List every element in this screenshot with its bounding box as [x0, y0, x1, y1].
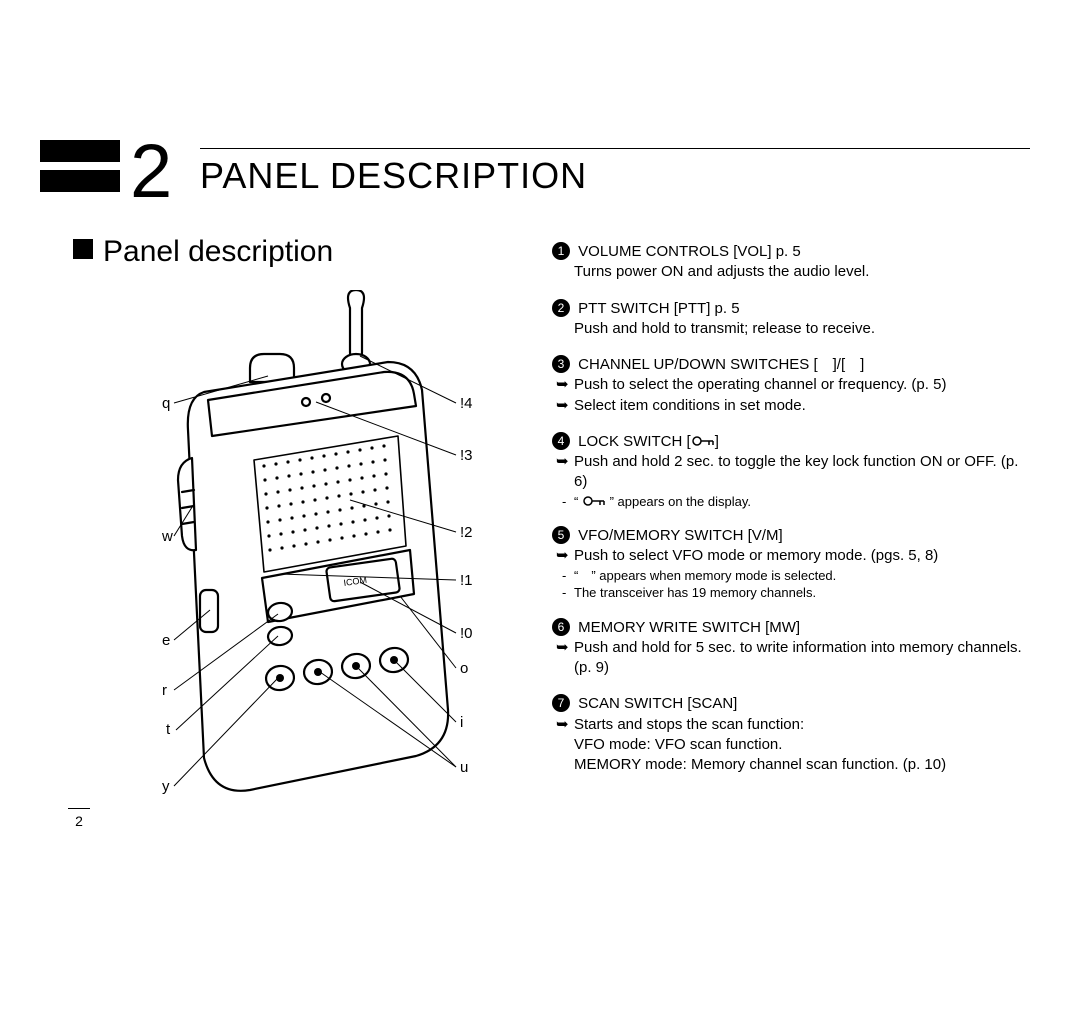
callout-label: e: [162, 632, 170, 649]
item-line: Starts and stops the scan function:: [574, 715, 1022, 735]
callout-label: !0: [460, 625, 473, 642]
item-number-icon: 7: [552, 694, 570, 712]
item-heading: PTT SWITCH [PTT] p. 5: [578, 300, 739, 317]
item-number-icon: 1: [552, 242, 570, 260]
item-heading: SCAN SWITCH [SCAN]: [578, 695, 737, 712]
callout-label: !4: [460, 395, 473, 412]
section-title: Panel description: [73, 235, 333, 269]
item-number-icon: 3: [552, 355, 570, 373]
radio-diagram: ICOM: [130, 290, 510, 810]
item-heading: VOLUME CONTROLS [VOL] p. 5: [578, 243, 801, 260]
item-number-icon: 5: [552, 526, 570, 544]
item-line: MEMORY mode: Memory channel scan functio…: [574, 755, 1022, 775]
page-number: 2: [68, 808, 90, 829]
item-line: Push and hold 2 sec. to toggle the key l…: [574, 452, 1022, 493]
description-item: 6 MEMORY WRITE SWITCH [MW] Push and hold …: [552, 618, 1022, 679]
header-rule: [200, 148, 1030, 149]
callout-label: !3: [460, 447, 473, 464]
description-item: 2 PTT SWITCH [PTT] p. 5 Push and hold to …: [552, 299, 1022, 340]
callout-label: w: [162, 528, 173, 545]
item-line: The transceiver has 19 memory channels.: [574, 584, 1022, 602]
item-heading: CHANNEL UP/DOWN SWITCHES [ ]/[ ]: [578, 356, 864, 373]
callout-label: t: [166, 721, 170, 738]
chapter-title: PANEL DESCRIPTION: [200, 155, 587, 197]
callout-label: !2: [460, 524, 473, 541]
description-item: 4 LOCK SWITCH [] Push and hold 2 sec. to …: [552, 432, 1022, 510]
description-column: 1 VOLUME CONTROLS [VOL] p. 5 Turns power …: [552, 242, 1022, 791]
item-number-icon: 4: [552, 432, 570, 450]
description-item: 5 VFO/MEMORY SWITCH [V/M] Push to select …: [552, 526, 1022, 602]
item-line: Push and hold for 5 sec. to write inform…: [574, 638, 1022, 679]
item-line: Push to select the operating channel or …: [574, 375, 1022, 395]
description-item: 3 CHANNEL UP/DOWN SWITCHES [ ]/[ ] Push t…: [552, 355, 1022, 416]
item-heading: LOCK SWITCH []: [578, 433, 719, 450]
item-number-icon: 2: [552, 299, 570, 317]
callout-label: r: [162, 682, 167, 699]
item-heading: MEMORY WRITE SWITCH [MW]: [578, 619, 800, 636]
callout-label: !1: [460, 572, 473, 589]
item-line: “ ” appears when memory mode is selected…: [574, 567, 1022, 585]
section-bullet-icon: [73, 239, 93, 259]
item-line: “ ” appears on the display.: [574, 493, 1022, 511]
item-line: VFO mode: VFO scan function.: [574, 735, 1022, 755]
callout-label: i: [460, 714, 463, 731]
item-line: Push to select VFO mode or memory mode. …: [574, 546, 1022, 566]
description-item: 1 VOLUME CONTROLS [VOL] p. 5 Turns power …: [552, 242, 1022, 283]
chapter-bars: [40, 140, 120, 200]
item-heading: VFO/MEMORY SWITCH [V/M]: [578, 527, 782, 544]
callout-label: u: [460, 759, 468, 776]
description-item: 7 SCAN SWITCH [SCAN] Starts and stops the…: [552, 694, 1022, 775]
chapter-number: 2: [130, 128, 172, 215]
item-number-icon: 6: [552, 618, 570, 636]
item-line: Push and hold to transmit; release to re…: [574, 319, 1022, 339]
item-line: Turns power ON and adjusts the audio lev…: [574, 262, 1022, 282]
section-title-text: Panel description: [103, 235, 333, 268]
callout-label: q: [162, 395, 170, 412]
item-line: Select item conditions in set mode.: [574, 396, 1022, 416]
callout-label: y: [162, 778, 170, 795]
manual-page: 2 PANEL DESCRIPTION Panel description: [0, 0, 1080, 1009]
callout-label: o: [460, 660, 468, 677]
